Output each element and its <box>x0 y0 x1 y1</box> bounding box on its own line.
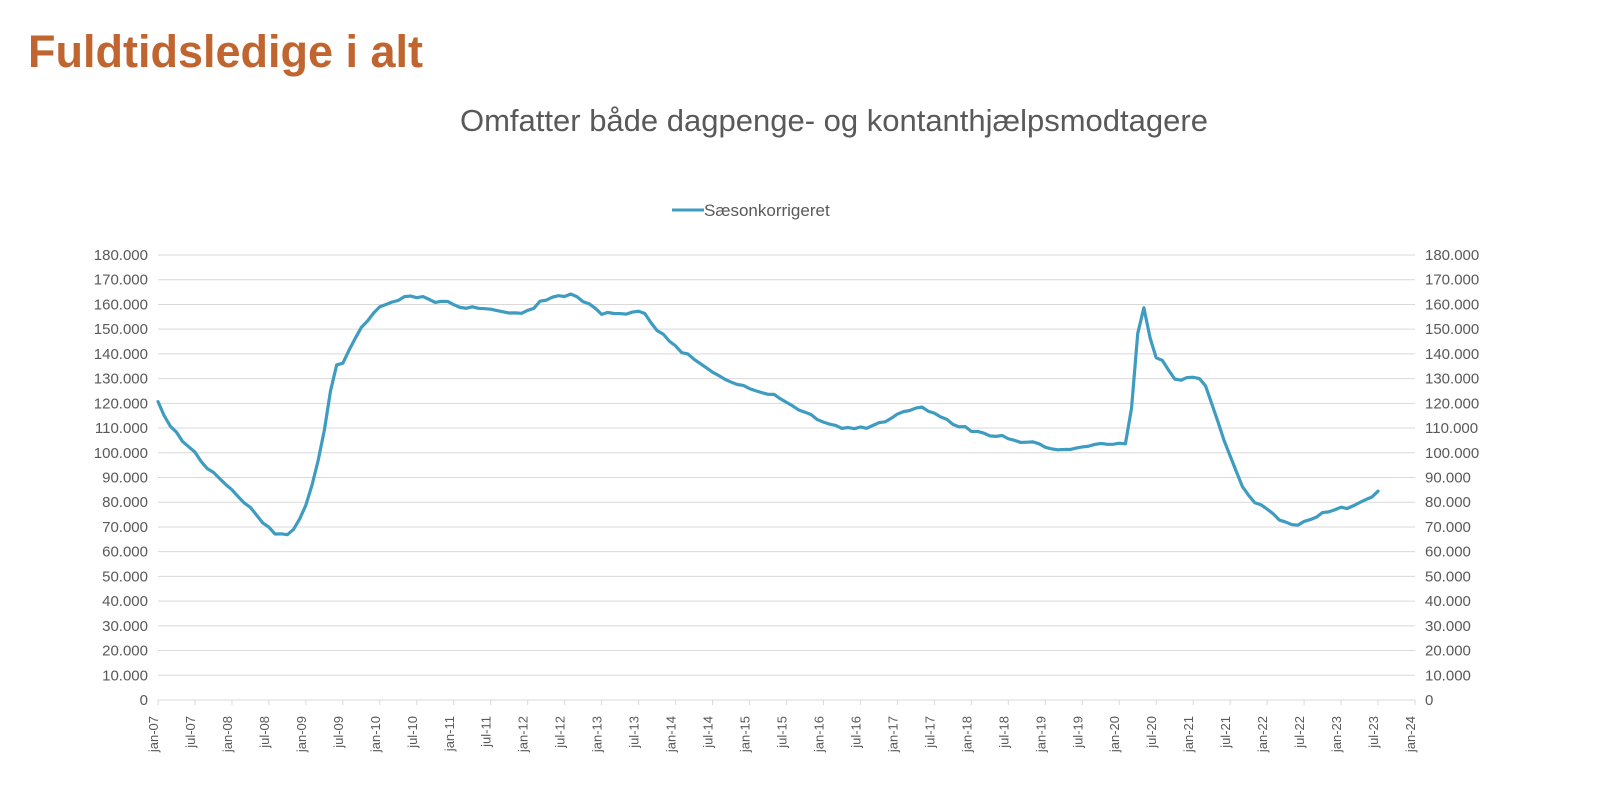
svg-text:jul-17: jul-17 <box>922 716 937 749</box>
svg-text:80.000: 80.000 <box>102 494 148 511</box>
svg-text:jul-11: jul-11 <box>479 716 494 748</box>
svg-text:jan-16: jan-16 <box>811 716 826 753</box>
svg-text:150.000: 150.000 <box>94 321 148 338</box>
svg-text:70.000: 70.000 <box>102 519 148 536</box>
svg-text:30.000: 30.000 <box>102 618 148 635</box>
svg-text:jan-09: jan-09 <box>294 716 309 753</box>
svg-text:50.000: 50.000 <box>1425 568 1471 585</box>
svg-text:jul-15: jul-15 <box>775 716 790 749</box>
svg-text:10.000: 10.000 <box>1425 667 1471 684</box>
svg-text:jan-07: jan-07 <box>146 716 161 753</box>
svg-text:20.000: 20.000 <box>102 643 148 660</box>
svg-text:130.000: 130.000 <box>1425 371 1479 388</box>
svg-text:jan-13: jan-13 <box>590 716 605 753</box>
svg-text:100.000: 100.000 <box>1425 445 1479 462</box>
svg-text:jan-20: jan-20 <box>1107 716 1122 753</box>
svg-text:jan-14: jan-14 <box>664 716 679 753</box>
svg-text:jul-10: jul-10 <box>405 716 420 749</box>
svg-text:jan-10: jan-10 <box>368 716 383 753</box>
svg-text:jan-08: jan-08 <box>220 716 235 753</box>
svg-text:jul-14: jul-14 <box>701 716 716 749</box>
svg-text:100.000: 100.000 <box>94 445 148 462</box>
svg-text:jul-20: jul-20 <box>1144 716 1159 749</box>
svg-text:120.000: 120.000 <box>94 395 148 412</box>
svg-text:130.000: 130.000 <box>94 371 148 388</box>
svg-text:jul-16: jul-16 <box>848 716 863 749</box>
svg-text:jul-21: jul-21 <box>1218 716 1233 749</box>
svg-text:60.000: 60.000 <box>102 544 148 561</box>
svg-text:jul-07: jul-07 <box>183 716 198 749</box>
svg-text:180.000: 180.000 <box>1425 247 1479 264</box>
svg-text:jul-18: jul-18 <box>996 716 1011 749</box>
svg-text:jan-18: jan-18 <box>959 716 974 753</box>
svg-text:140.000: 140.000 <box>1425 346 1479 363</box>
svg-text:30.000: 30.000 <box>1425 618 1471 635</box>
svg-text:jul-22: jul-22 <box>1292 716 1307 749</box>
svg-text:110.000: 110.000 <box>1425 420 1478 437</box>
svg-text:jan-19: jan-19 <box>1033 716 1048 753</box>
svg-text:140.000: 140.000 <box>94 346 148 363</box>
svg-text:60.000: 60.000 <box>1425 544 1471 561</box>
svg-text:jan-21: jan-21 <box>1181 716 1196 753</box>
svg-text:jul-23: jul-23 <box>1366 716 1381 749</box>
svg-text:jul-08: jul-08 <box>257 716 272 749</box>
svg-text:jul-12: jul-12 <box>553 716 568 749</box>
svg-text:170.000: 170.000 <box>1425 272 1479 289</box>
svg-text:180.000: 180.000 <box>94 247 148 264</box>
svg-text:0: 0 <box>1425 692 1433 709</box>
svg-text:jan-11: jan-11 <box>442 716 457 752</box>
svg-text:40.000: 40.000 <box>1425 593 1471 610</box>
svg-text:120.000: 120.000 <box>1425 395 1479 412</box>
svg-text:jan-17: jan-17 <box>885 716 900 753</box>
svg-text:0: 0 <box>140 692 148 709</box>
svg-text:70.000: 70.000 <box>1425 519 1471 536</box>
svg-text:160.000: 160.000 <box>94 296 148 313</box>
svg-text:jan-22: jan-22 <box>1255 716 1270 753</box>
svg-text:jan-23: jan-23 <box>1329 716 1344 753</box>
svg-text:170.000: 170.000 <box>94 272 148 289</box>
svg-text:jul-13: jul-13 <box>627 716 642 749</box>
svg-text:10.000: 10.000 <box>102 667 148 684</box>
svg-text:50.000: 50.000 <box>102 568 148 585</box>
svg-text:80.000: 80.000 <box>1425 494 1471 511</box>
svg-text:20.000: 20.000 <box>1425 643 1471 660</box>
svg-text:jan-24: jan-24 <box>1403 716 1418 753</box>
svg-text:jul-19: jul-19 <box>1070 716 1085 749</box>
svg-text:jul-09: jul-09 <box>331 716 346 749</box>
svg-text:90.000: 90.000 <box>1425 470 1471 487</box>
svg-text:160.000: 160.000 <box>1425 296 1479 313</box>
svg-text:150.000: 150.000 <box>1425 321 1479 338</box>
svg-text:jan-15: jan-15 <box>738 716 753 753</box>
svg-text:90.000: 90.000 <box>102 470 148 487</box>
svg-text:40.000: 40.000 <box>102 593 148 610</box>
svg-text:110.000: 110.000 <box>95 420 148 437</box>
svg-text:jan-12: jan-12 <box>516 716 531 753</box>
